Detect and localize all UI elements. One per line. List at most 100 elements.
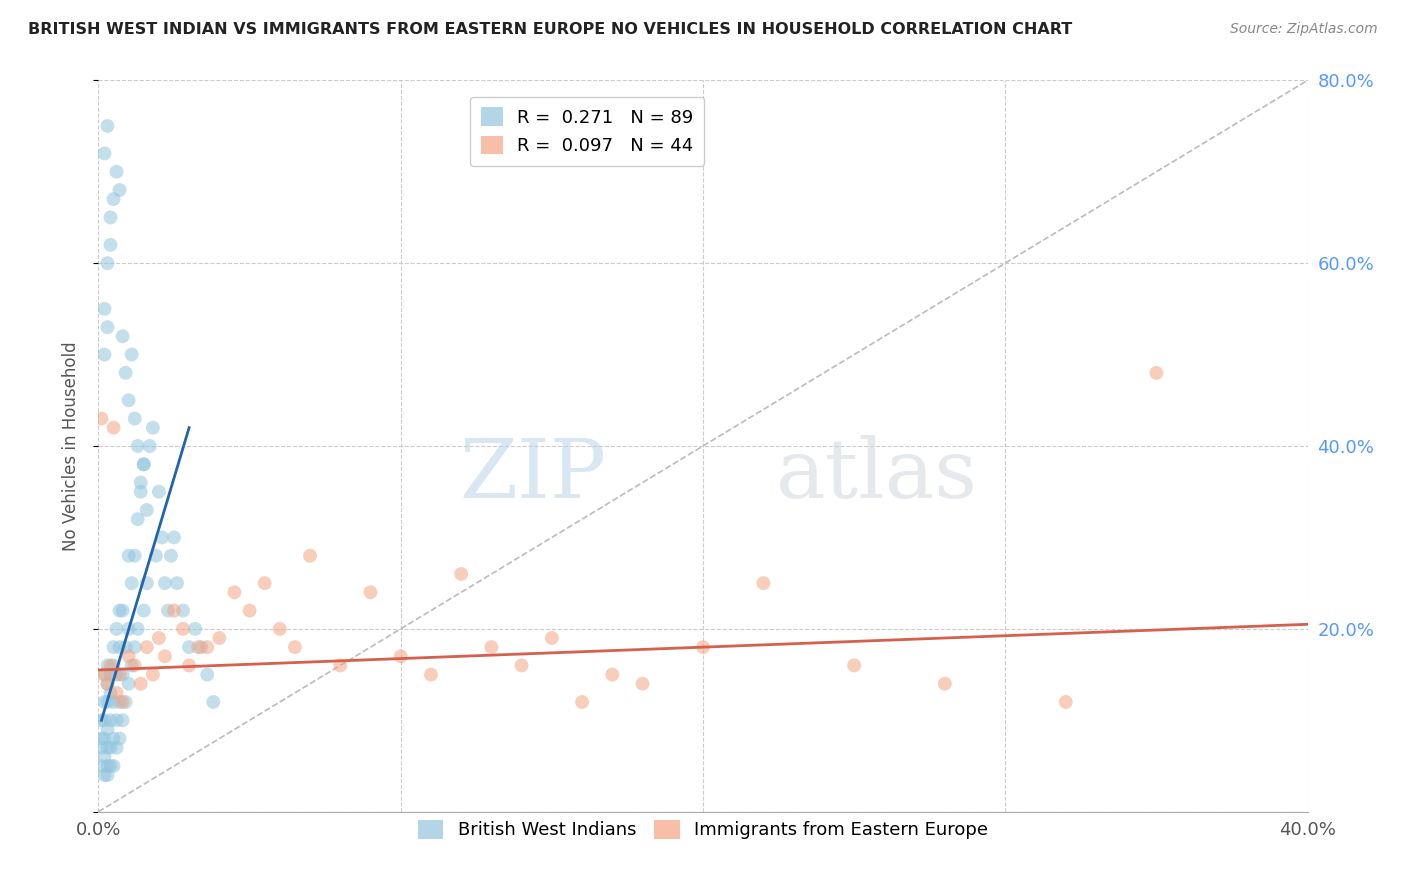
Point (124, 549, 146, 563)
Point (156, 603, 179, 617)
Point (121, 347, 143, 362)
Point (96, 695, 118, 709)
Point (132, 457, 155, 471)
Point (179, 640, 201, 655)
Point (239, 603, 262, 617)
Text: BRITISH WEST INDIAN VS IMMIGRANTS FROM EASTERN EUROPE NO VEHICLES IN HOUSEHOLD C: BRITISH WEST INDIAN VS IMMIGRANTS FROM E… (28, 22, 1073, 37)
Point (103, 731, 125, 746)
Point (124, 411, 146, 425)
Point (127, 512, 149, 526)
Point (100, 667, 122, 681)
Point (1144, 366, 1167, 380)
Point (299, 549, 322, 563)
Point (389, 649, 412, 664)
Point (224, 585, 246, 599)
Point (96, 740, 118, 755)
Point (103, 658, 125, 673)
Point (93, 347, 115, 362)
Point (96, 320, 118, 334)
Point (118, 393, 141, 408)
Point (105, 667, 128, 681)
Point (540, 631, 562, 645)
Point (844, 658, 866, 673)
Legend: British West Indians, Immigrants from Eastern Europe: British West Indians, Immigrants from Ea… (411, 813, 995, 847)
Point (90, 731, 112, 746)
Point (148, 484, 170, 499)
Point (93, 695, 115, 709)
Point (631, 676, 654, 690)
Point (692, 640, 714, 655)
Point (90, 740, 112, 755)
Point (153, 576, 176, 591)
Point (93, 667, 115, 681)
Point (108, 667, 131, 681)
Point (135, 503, 157, 517)
Point (934, 676, 956, 690)
Point (93, 714, 115, 728)
Point (93, 731, 115, 746)
Point (172, 622, 194, 636)
Point (121, 658, 143, 673)
Point (96, 768, 118, 782)
Point (420, 667, 443, 681)
Point (96, 723, 118, 737)
Point (118, 676, 141, 690)
Point (571, 695, 593, 709)
Point (166, 576, 188, 591)
Point (103, 640, 125, 655)
Point (132, 457, 155, 471)
Point (111, 714, 134, 728)
Point (752, 576, 775, 591)
Point (150, 530, 173, 544)
Point (100, 714, 122, 728)
Point (111, 603, 134, 617)
Point (127, 439, 149, 453)
Point (108, 640, 131, 655)
Point (148, 631, 170, 645)
Point (96, 658, 118, 673)
Point (96, 759, 118, 773)
Point (142, 667, 165, 681)
Point (127, 622, 149, 636)
Point (100, 759, 122, 773)
Point (108, 695, 131, 709)
Text: ZIP: ZIP (460, 435, 606, 516)
Point (510, 658, 533, 673)
Point (93, 301, 115, 316)
Point (129, 475, 152, 490)
Text: atlas: atlas (776, 435, 977, 516)
Point (96, 119, 118, 133)
Point (100, 658, 122, 673)
Point (93, 768, 115, 782)
Point (163, 530, 186, 544)
Point (195, 640, 218, 655)
Point (124, 640, 146, 655)
Point (96, 256, 118, 270)
Point (163, 603, 186, 617)
Point (90, 759, 112, 773)
Point (118, 649, 141, 664)
Point (284, 640, 307, 655)
Point (108, 603, 131, 617)
Point (111, 695, 134, 709)
Point (269, 622, 291, 636)
Point (129, 676, 152, 690)
Point (103, 695, 125, 709)
Point (103, 421, 125, 435)
Point (96, 676, 118, 690)
Point (93, 146, 115, 161)
Point (108, 183, 131, 197)
Point (121, 576, 143, 591)
Point (179, 658, 201, 673)
Point (145, 549, 167, 563)
Point (118, 622, 141, 636)
Point (90, 411, 112, 425)
Point (129, 484, 152, 499)
Point (105, 740, 128, 755)
Point (172, 603, 194, 617)
Point (135, 640, 157, 655)
Point (105, 714, 128, 728)
Text: Source: ZipAtlas.com: Source: ZipAtlas.com (1230, 22, 1378, 37)
Point (108, 731, 131, 746)
Point (114, 366, 136, 380)
